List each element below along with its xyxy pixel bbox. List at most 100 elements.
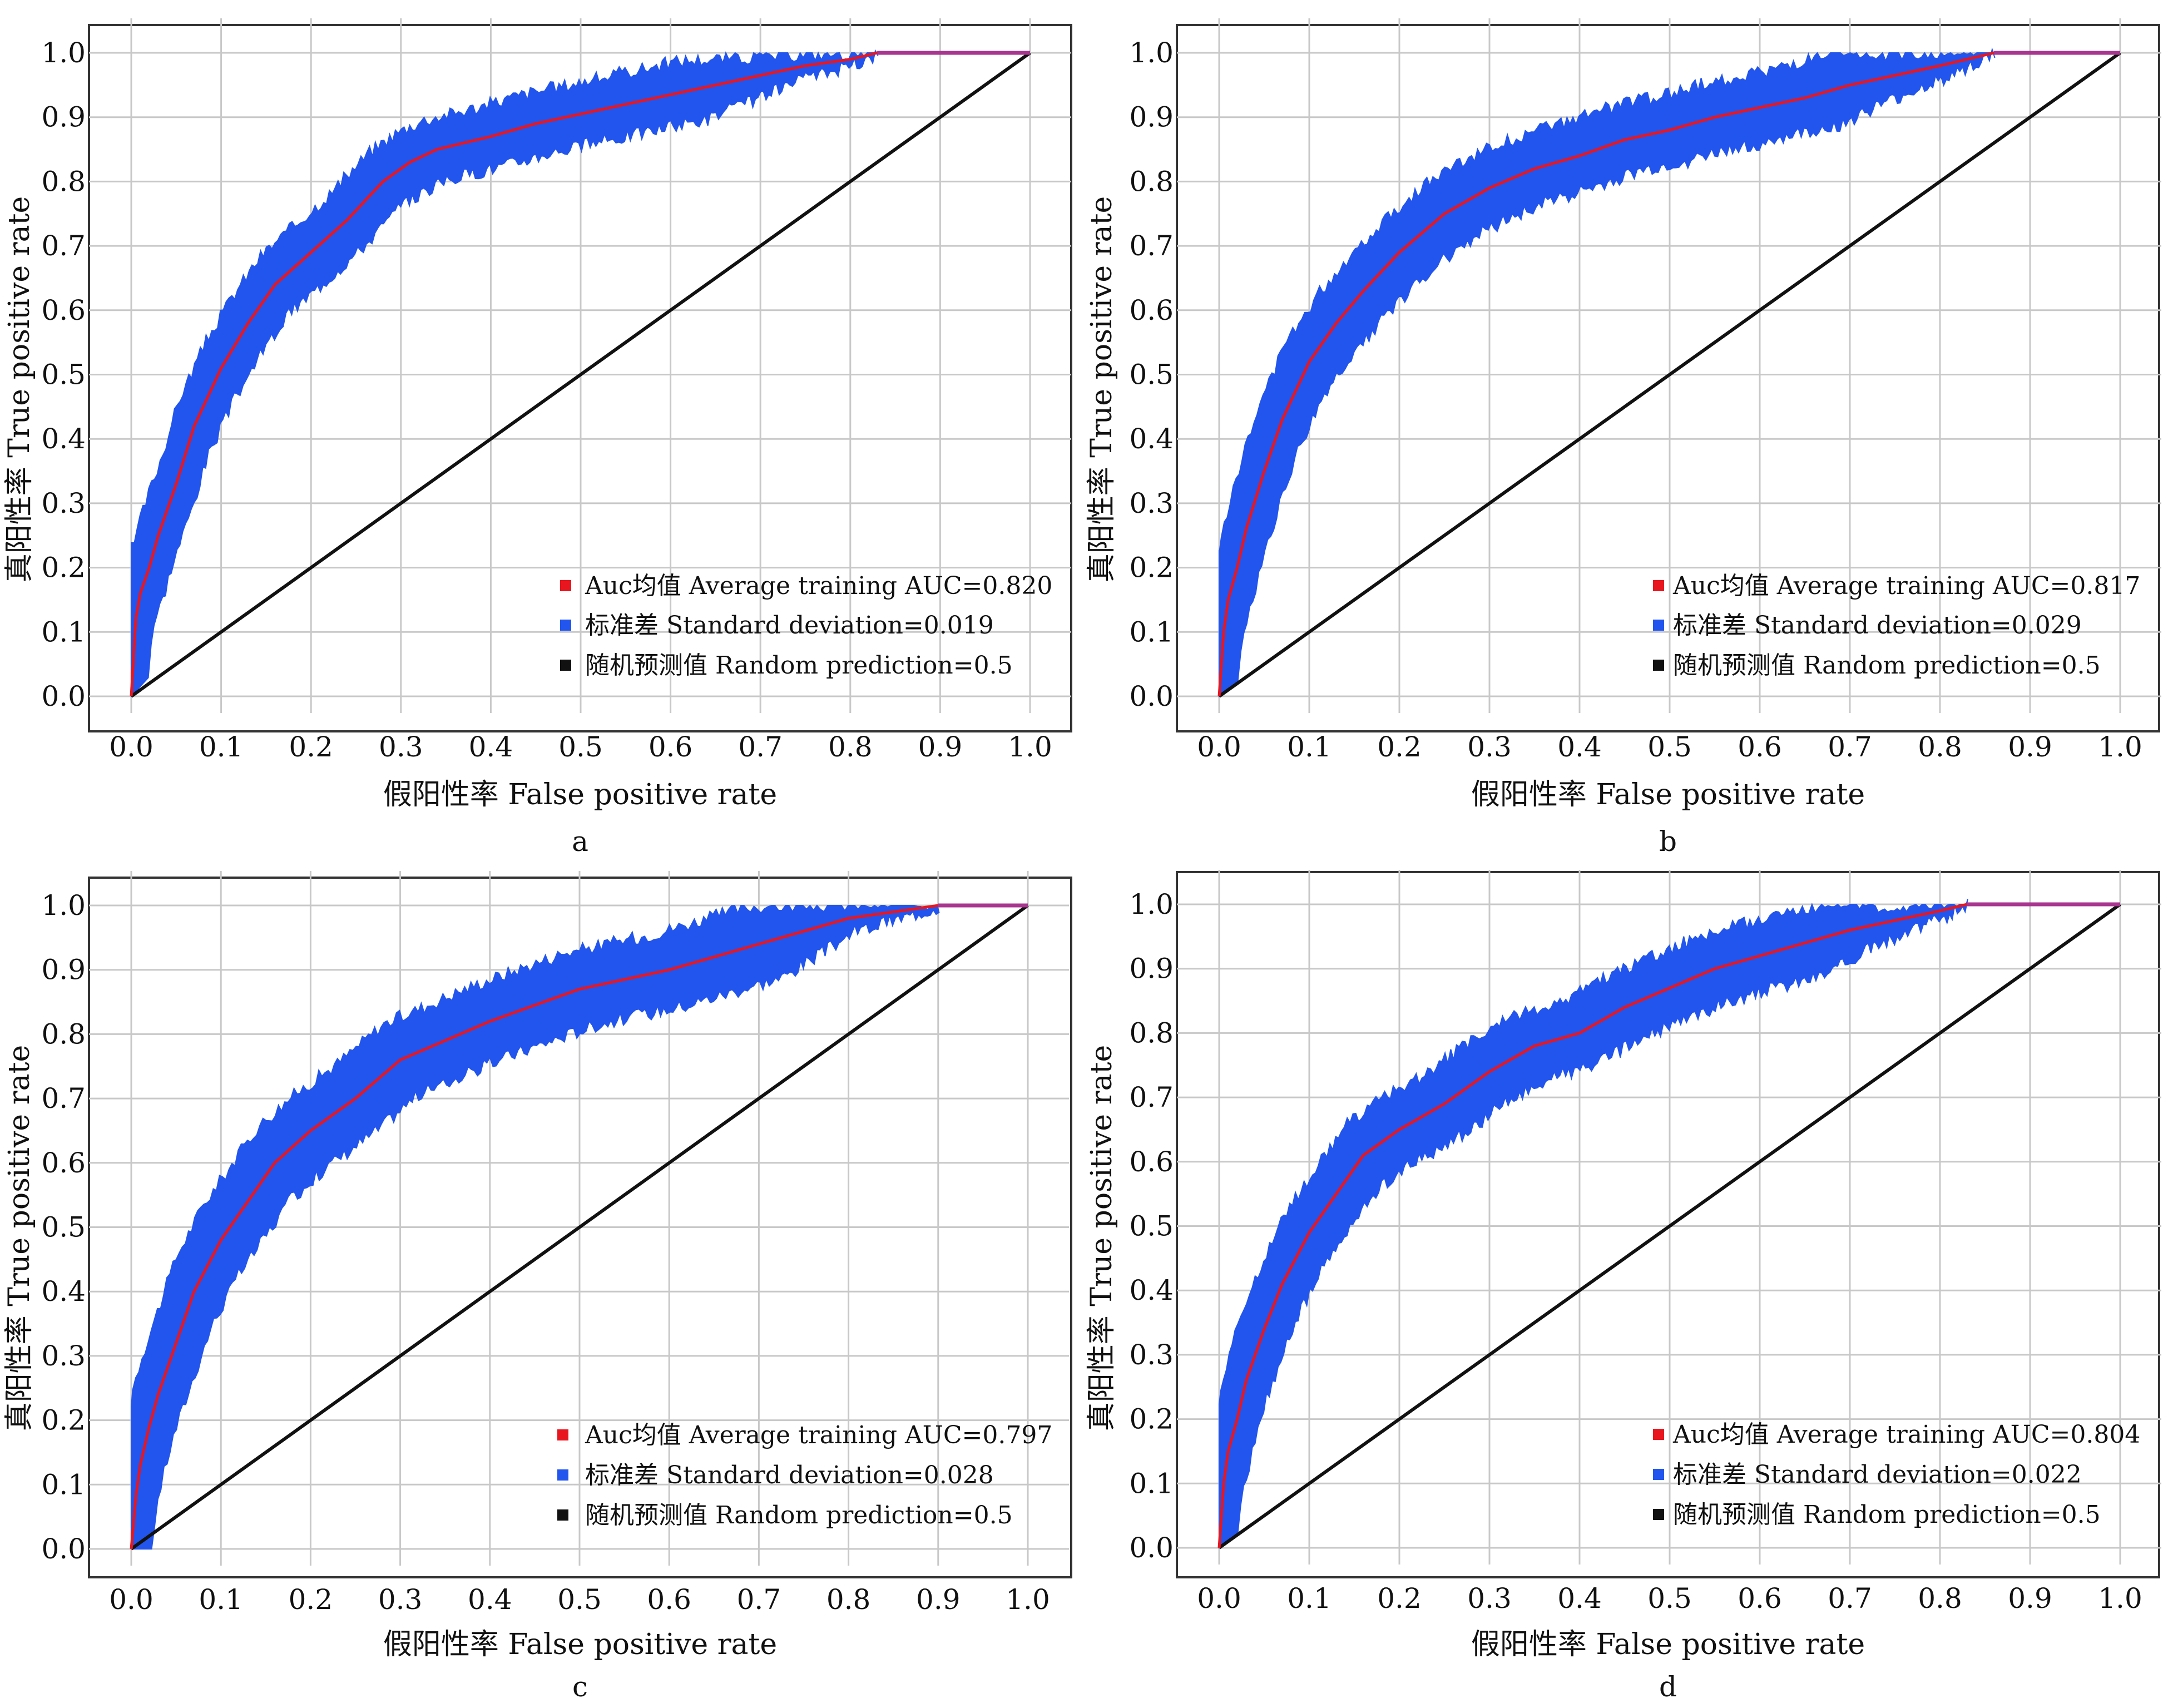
random-line-group bbox=[1218, 51, 2121, 698]
random-line-group bbox=[130, 904, 1029, 1551]
x-tick-label: 0.1 bbox=[199, 1583, 243, 1616]
tick-labels: 0.0 0.1 0.2 0.3 0.4 0.5 0.6 0.7 0.8 0.9 1.0 0.0 0.1 0… bbox=[1129, 37, 2142, 763]
x-tick-label: 0.4 bbox=[469, 731, 513, 763]
random-line-group bbox=[1218, 903, 2121, 1549]
legend-swatch-std bbox=[1653, 1469, 1664, 1480]
y-tick-label: 0.3 bbox=[1129, 1339, 1174, 1371]
y-tick-label: 1.0 bbox=[1129, 37, 1174, 69]
legend-entry-mean: Auc均值 Average training AUC=0.797 bbox=[585, 1421, 1052, 1449]
legend-swatch-random bbox=[1653, 1509, 1664, 1520]
panel-a: 0.0 0.1 0.2 0.3 0.4 0.5 0.6 0.7 0.8 0.9 1.0 0.0 0.1 0… bbox=[3, 18, 1072, 858]
x-tick-label: 0.8 bbox=[1918, 731, 1962, 763]
panel-d: 0.0 0.1 0.2 0.3 0.4 0.5 0.6 0.7 0.8 0.9 1.0 0.0 0.1 0… bbox=[1085, 870, 2161, 1703]
x-tick-label: 0.2 bbox=[289, 731, 333, 763]
x-tick-label: 0.6 bbox=[647, 1583, 691, 1616]
x-tick-label: 1.0 bbox=[2098, 731, 2142, 763]
x-tick-label: 0.6 bbox=[1738, 1582, 1782, 1615]
random-prediction-line bbox=[130, 51, 1031, 698]
tick-labels: 0.0 0.1 0.2 0.3 0.4 0.5 0.6 0.7 0.8 0.9 1.0 0.0 0.1 0… bbox=[41, 889, 1050, 1616]
random-prediction-line bbox=[1218, 903, 2121, 1549]
y-tick-label: 0.8 bbox=[41, 165, 86, 197]
legend: Auc均值 Average training AUC=0.817 标准差 Sta… bbox=[1653, 572, 2140, 680]
y-tick-label: 0.6 bbox=[41, 1147, 86, 1179]
legend: Auc均值 Average training AUC=0.804 标准差 Sta… bbox=[1653, 1420, 2140, 1529]
y-tick-label: 0.6 bbox=[41, 294, 86, 326]
legend-swatch-mean bbox=[560, 580, 571, 591]
y-tick-label: 1.0 bbox=[41, 889, 86, 922]
x-tick-label: 0.2 bbox=[289, 1583, 333, 1616]
x-tick-label: 0.2 bbox=[1377, 731, 1422, 763]
y-tick-label: 0.4 bbox=[41, 423, 86, 455]
y-axis-label: 真阳性率 True positive rate bbox=[1085, 196, 1118, 583]
mean-roc-line bbox=[1217, 903, 2120, 1548]
legend-entry-random: 随机预测值 Random prediction=0.5 bbox=[585, 1501, 1013, 1529]
y-tick-label: 0.3 bbox=[41, 487, 86, 519]
random-prediction-line bbox=[1218, 51, 2121, 698]
y-tick-label: 0.2 bbox=[41, 552, 86, 584]
x-tick-label: 0.5 bbox=[1647, 1582, 1692, 1615]
y-tick-label: 0.5 bbox=[1129, 1210, 1174, 1242]
x-tick-label: 0.2 bbox=[1377, 1582, 1422, 1615]
x-tick-label: 1.0 bbox=[1008, 731, 1052, 763]
y-tick-label: 0.6 bbox=[1129, 294, 1174, 326]
y-tick-label: 0.8 bbox=[1129, 1017, 1174, 1049]
y-tick-label: 0.8 bbox=[41, 1018, 86, 1050]
x-tick-label: 0.8 bbox=[828, 731, 873, 763]
mean-roc-group bbox=[130, 903, 1028, 1549]
legend-entry-std: 标准差 Standard deviation=0.028 bbox=[585, 1461, 994, 1489]
x-tick-label: 0.6 bbox=[649, 731, 693, 763]
legend-swatch-mean bbox=[1653, 580, 1664, 591]
y-tick-label: 0.7 bbox=[1129, 230, 1174, 262]
x-tick-label: 0.7 bbox=[738, 731, 783, 763]
panel-b: 0.0 0.1 0.2 0.3 0.4 0.5 0.6 0.7 0.8 0.9 1.0 0.0 0.1 0… bbox=[1085, 18, 2161, 858]
legend-swatch-std bbox=[557, 1469, 568, 1481]
grid bbox=[1177, 18, 2161, 713]
y-tick-label: 0.7 bbox=[1129, 1081, 1174, 1113]
x-tick-label: 0.0 bbox=[1197, 1582, 1241, 1615]
x-axis-label: 假阳性率 False positive rate bbox=[1471, 778, 1865, 811]
legend-entry-std: 标准差 Standard deviation=0.022 bbox=[1673, 1461, 2082, 1489]
legend-entry-mean: Auc均值 Average training AUC=0.817 bbox=[1672, 572, 2140, 600]
y-axis-label: 真阳性率 True positive rate bbox=[1085, 1045, 1118, 1432]
y-tick-label: 0.0 bbox=[41, 1533, 86, 1565]
mean-roc-line bbox=[130, 904, 1028, 1549]
std-deviation-band bbox=[1219, 899, 1968, 1549]
x-tick-label: 0.9 bbox=[916, 1583, 961, 1616]
panel-label: c bbox=[572, 1671, 588, 1703]
legend-swatch-std bbox=[560, 620, 571, 631]
legend-entry-mean: Auc均值 Average training AUC=0.804 bbox=[1672, 1420, 2140, 1449]
x-tick-label: 0.9 bbox=[2008, 731, 2052, 763]
x-tick-label: 0.0 bbox=[1197, 731, 1241, 763]
y-tick-label: 0.5 bbox=[1129, 359, 1174, 391]
y-tick-label: 0.2 bbox=[41, 1404, 86, 1437]
x-tick-label: 0.6 bbox=[1738, 731, 1782, 763]
x-tick-label: 0.5 bbox=[557, 1583, 602, 1616]
legend: Auc均值 Average training AUC=0.797 标准差 Sta… bbox=[557, 1421, 1052, 1529]
mean-roc-group bbox=[1217, 51, 2120, 697]
legend-swatch-mean bbox=[1653, 1429, 1664, 1440]
x-axis-label: 假阳性率 False positive rate bbox=[383, 778, 777, 811]
plot-frame bbox=[1176, 24, 2160, 732]
tick-labels: 0.0 0.1 0.2 0.3 0.4 0.5 0.6 0.7 0.8 0.9 1.0 0.0 0.1 0… bbox=[41, 37, 1052, 763]
legend-entry-std: 标准差 Standard deviation=0.029 bbox=[1673, 611, 2082, 640]
legend: Auc均值 Average training AUC=0.820 标准差 Sta… bbox=[560, 572, 1052, 680]
x-tick-label: 0.3 bbox=[1467, 1582, 1512, 1615]
y-tick-label: 0.4 bbox=[1129, 423, 1174, 455]
y-tick-label: 0.0 bbox=[1129, 680, 1174, 712]
random-prediction-line bbox=[130, 904, 1029, 1551]
y-axis-label: 真阳性率 True positive rate bbox=[3, 196, 36, 583]
y-axis-label: 真阳性率 True positive rate bbox=[3, 1045, 36, 1432]
x-tick-label: 0.9 bbox=[2008, 1582, 2052, 1615]
y-tick-label: 0.4 bbox=[1129, 1274, 1174, 1306]
legend-swatch-random bbox=[560, 660, 571, 671]
legend-swatch-mean bbox=[557, 1429, 568, 1440]
x-tick-label: 0.8 bbox=[826, 1583, 871, 1616]
y-tick-label: 0.5 bbox=[41, 359, 86, 391]
x-tick-label: 0.4 bbox=[468, 1583, 512, 1616]
y-tick-label: 0.7 bbox=[41, 1082, 86, 1115]
legend-entry-random: 随机预测值 Random prediction=0.5 bbox=[585, 651, 1013, 680]
x-tick-label: 0.5 bbox=[1647, 731, 1692, 763]
y-tick-label: 0.3 bbox=[41, 1340, 86, 1372]
panel-c: 0.0 0.1 0.2 0.3 0.4 0.5 0.6 0.7 0.8 0.9 1.0 0.0 0.1 0… bbox=[3, 871, 1072, 1703]
